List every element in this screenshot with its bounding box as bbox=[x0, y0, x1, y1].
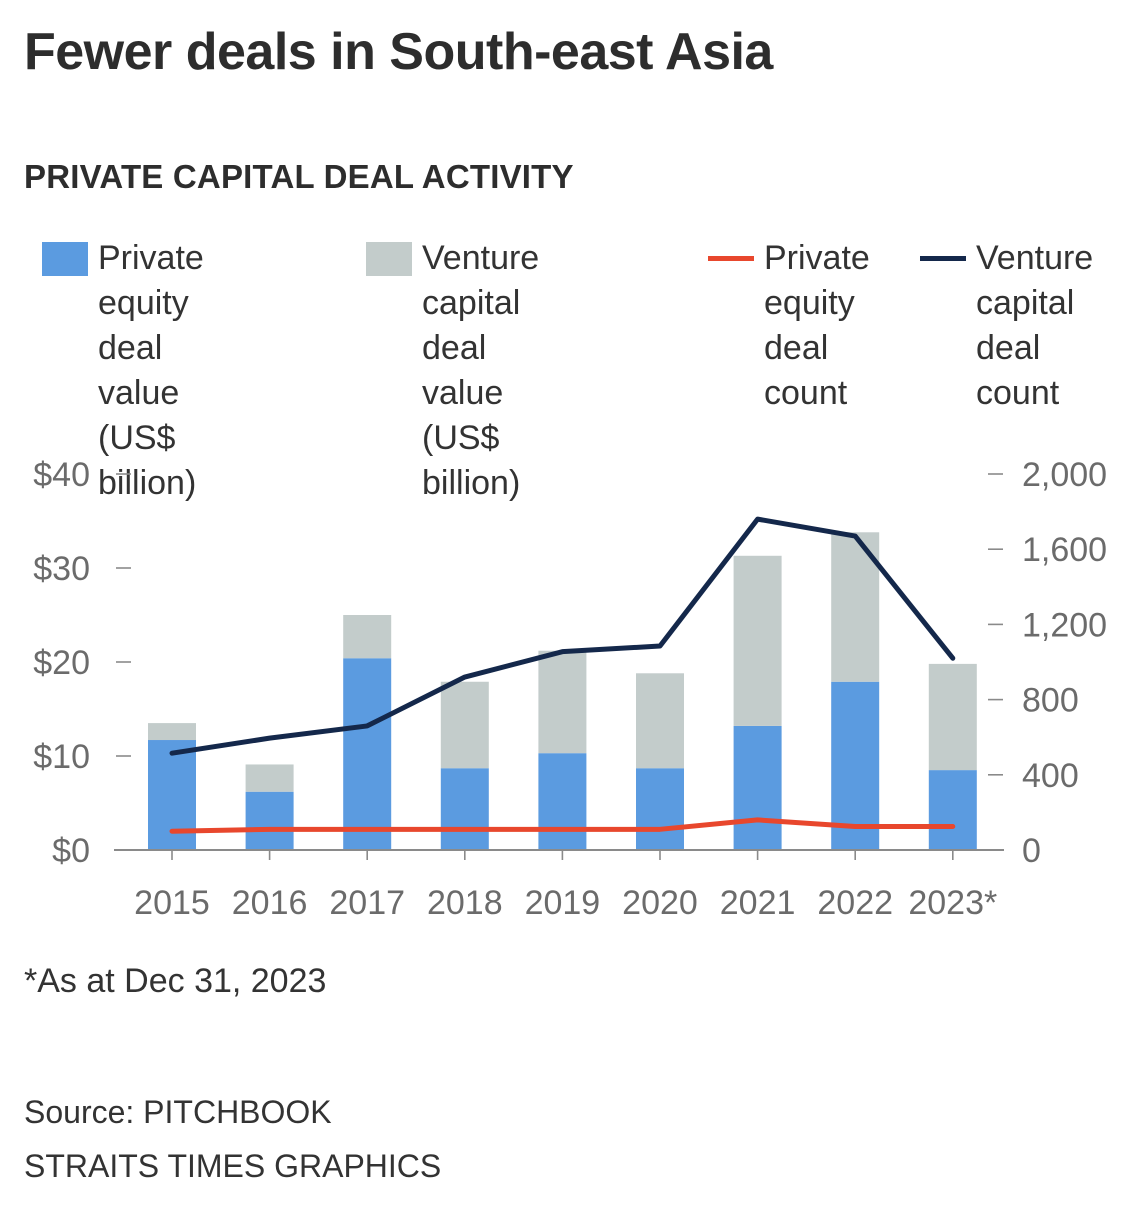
bar-venture-capital-value bbox=[245, 764, 294, 792]
legend-label-pe-count: Private equity deal count bbox=[764, 239, 870, 412]
source-note: Source: PITCHBOOK bbox=[24, 1094, 332, 1130]
legend-label-vc-count: Venture capital deal count bbox=[976, 239, 1094, 412]
x-axis-tick-label: 2020 bbox=[622, 884, 698, 922]
bar-venture-capital-value bbox=[733, 555, 782, 726]
x-axis-tick-label: 2015 bbox=[134, 884, 210, 922]
right-axis-tick-label: 800 bbox=[1022, 682, 1079, 720]
bar-private-equity-value bbox=[245, 791, 294, 850]
bar-private-equity-value bbox=[343, 658, 392, 850]
bar-private-equity-value bbox=[733, 725, 782, 850]
x-axis-tick-label: 2021 bbox=[720, 884, 796, 922]
credit-note: STRAITS TIMES GRAPHICS bbox=[24, 1148, 442, 1184]
bar-venture-capital-value bbox=[636, 673, 684, 769]
footnote: *As at Dec 31, 2023 bbox=[24, 962, 327, 1000]
bar-venture-capital-value bbox=[343, 615, 392, 659]
left-axis-tick-label: $40 bbox=[33, 456, 90, 494]
combo-chart: $0 $10 $20 $30 $40 0 400 800 1,200 1,600 2,000 2015… bbox=[33, 456, 1107, 922]
x-axis-tick-label: 2019 bbox=[525, 884, 601, 922]
bar-private-equity-value bbox=[928, 770, 977, 850]
right-axis-tick-label: 2,000 bbox=[1022, 456, 1107, 494]
chart-subtitle: PRIVATE CAPITAL DEAL ACTIVITY bbox=[24, 158, 574, 195]
right-axis-tick-label: 1,200 bbox=[1022, 606, 1107, 644]
bar-private-equity-value bbox=[636, 768, 684, 850]
legend-label-pe-value: Private equity deal value (US$ billion) bbox=[98, 239, 204, 502]
legend-swatch-pe-count bbox=[708, 256, 754, 261]
left-axis-tick-label: $0 bbox=[52, 832, 90, 870]
bar-private-equity-value bbox=[538, 753, 587, 850]
x-axis-tick-label: 2023* bbox=[908, 884, 997, 922]
left-axis-tick-label: $20 bbox=[33, 644, 90, 682]
bar-venture-capital-value bbox=[440, 681, 489, 769]
right-axis-tick-label: 0 bbox=[1022, 832, 1041, 870]
x-axis-tick-label: 2016 bbox=[232, 884, 308, 922]
legend-swatch-vc-value bbox=[366, 242, 412, 276]
right-axis-tick-label: 1,600 bbox=[1022, 531, 1107, 569]
bar-private-equity-value bbox=[831, 681, 880, 850]
legend-label-vc-value: Venture capital deal value (US$ billion) bbox=[422, 239, 540, 502]
x-axis-tick-label: 2017 bbox=[329, 884, 405, 922]
bar-private-equity-value bbox=[440, 768, 489, 850]
chart-title: Fewer deals in South-east Asia bbox=[24, 23, 773, 81]
left-axis-tick-label: $10 bbox=[33, 738, 90, 776]
right-axis-tick-label: 400 bbox=[1022, 757, 1079, 795]
bar-venture-capital-value bbox=[928, 663, 977, 771]
bar-venture-capital-value bbox=[538, 650, 587, 754]
bar-venture-capital-value bbox=[148, 723, 196, 741]
legend-swatch-pe-value bbox=[42, 242, 88, 276]
left-axis-tick-label: $30 bbox=[33, 550, 90, 588]
x-axis-tick-label: 2018 bbox=[427, 884, 503, 922]
legend-swatch-vc-count bbox=[920, 256, 966, 261]
x-axis-tick-label: 2022 bbox=[817, 884, 893, 922]
